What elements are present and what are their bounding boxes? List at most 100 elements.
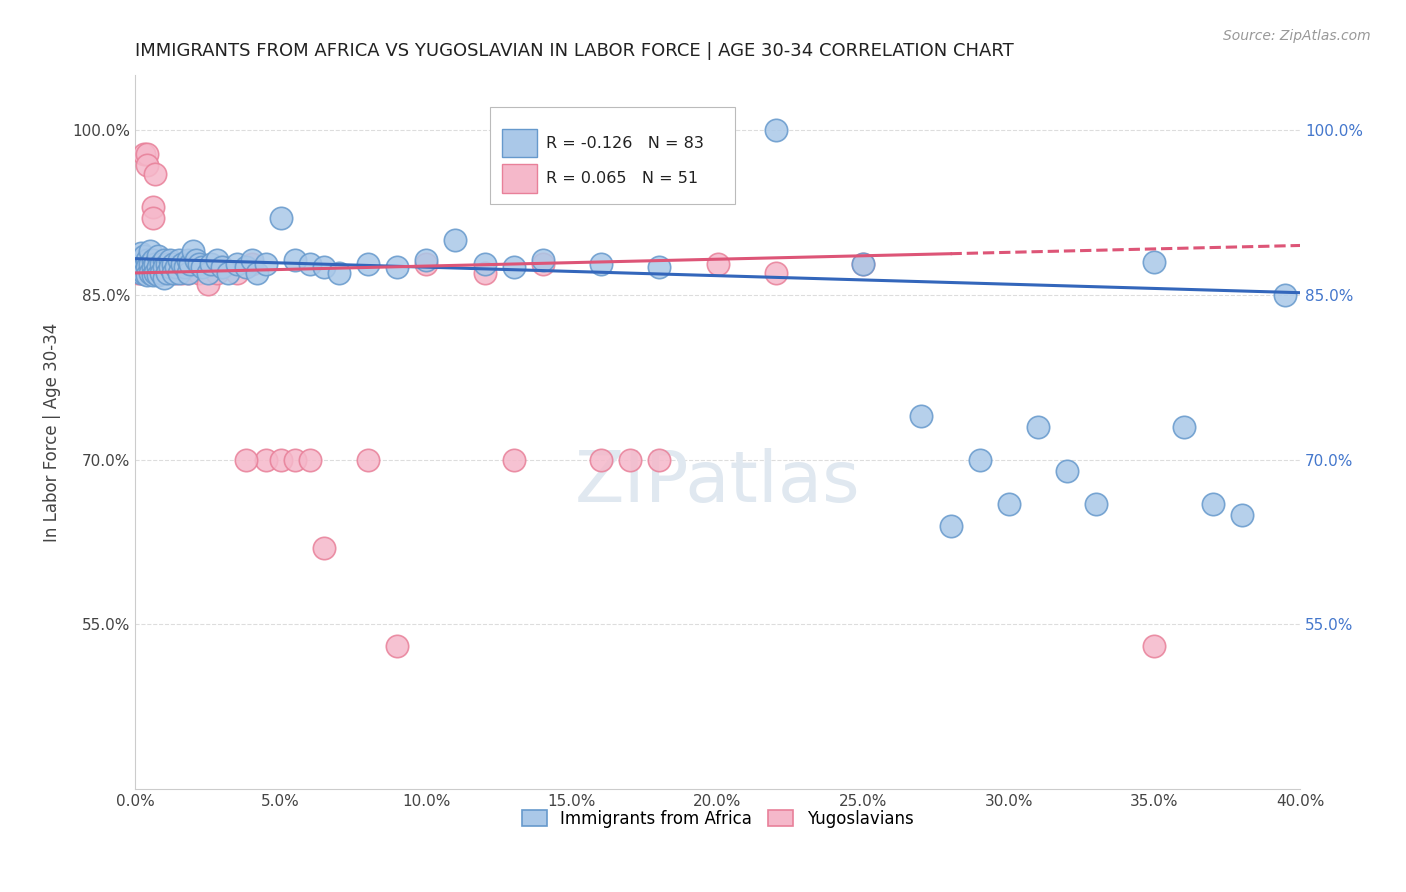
Point — [240, 252, 263, 267]
Point — [127, 257, 149, 271]
Point — [132, 250, 155, 264]
Point — [191, 260, 214, 275]
Point — [129, 266, 152, 280]
Point — [142, 252, 165, 267]
Point — [127, 266, 149, 280]
Point — [156, 266, 179, 280]
Point — [474, 257, 496, 271]
Point — [619, 452, 641, 467]
Point — [186, 252, 208, 267]
Point — [1143, 640, 1166, 654]
Point — [129, 252, 152, 267]
Point — [217, 266, 239, 280]
Point — [502, 452, 524, 467]
Point — [135, 158, 157, 172]
Point — [284, 452, 307, 467]
Point — [531, 257, 554, 271]
Point — [162, 257, 184, 271]
Point — [129, 246, 152, 260]
Point — [135, 252, 157, 267]
Point — [135, 260, 157, 275]
Point — [852, 257, 875, 271]
Point — [188, 266, 211, 280]
Point — [502, 260, 524, 275]
Point — [179, 257, 201, 271]
Text: R = -0.126   N = 83: R = -0.126 N = 83 — [547, 136, 704, 151]
Point — [240, 257, 263, 271]
Point — [162, 257, 184, 271]
Point — [328, 266, 350, 280]
Point — [706, 123, 728, 137]
Point — [254, 452, 277, 467]
Point — [176, 252, 198, 267]
Point — [254, 257, 277, 271]
Point — [648, 452, 671, 467]
Point — [145, 257, 167, 271]
Point — [142, 211, 165, 225]
Point — [357, 452, 380, 467]
Point — [145, 266, 167, 280]
Point — [474, 266, 496, 280]
Point — [969, 452, 991, 467]
Point — [183, 260, 205, 275]
Point — [197, 277, 219, 291]
FancyBboxPatch shape — [502, 128, 537, 157]
Point — [387, 640, 409, 654]
Point — [145, 167, 167, 181]
Point — [648, 260, 671, 275]
Point — [176, 266, 198, 280]
Point — [138, 257, 160, 271]
Point — [298, 452, 321, 467]
Point — [939, 518, 962, 533]
Point — [127, 255, 149, 269]
Point — [153, 252, 176, 267]
Point — [165, 266, 187, 280]
Point — [1143, 255, 1166, 269]
Point — [270, 452, 292, 467]
Point — [211, 260, 233, 275]
Point — [142, 268, 165, 282]
Point — [167, 252, 190, 267]
Point — [138, 260, 160, 275]
Point — [159, 266, 181, 280]
Point — [162, 266, 184, 280]
Point — [167, 260, 190, 275]
Point — [159, 260, 181, 275]
Point — [1173, 419, 1195, 434]
Point — [156, 257, 179, 271]
Point — [298, 257, 321, 271]
Point — [148, 260, 170, 275]
Text: IMMIGRANTS FROM AFRICA VS YUGOSLAVIAN IN LABOR FORCE | AGE 30-34 CORRELATION CHA: IMMIGRANTS FROM AFRICA VS YUGOSLAVIAN IN… — [135, 42, 1014, 60]
Point — [226, 266, 249, 280]
Point — [205, 266, 228, 280]
Point — [765, 266, 787, 280]
Point — [188, 257, 211, 271]
Point — [235, 452, 257, 467]
Point — [153, 266, 176, 280]
Point — [167, 266, 190, 280]
Point — [415, 252, 437, 267]
Point — [127, 260, 149, 275]
Point — [1201, 497, 1223, 511]
Point — [226, 257, 249, 271]
Point — [1230, 508, 1253, 522]
Point — [1056, 464, 1078, 478]
Point — [531, 252, 554, 267]
Point — [138, 244, 160, 258]
Point — [270, 211, 292, 225]
Point — [910, 409, 932, 423]
Point — [246, 266, 269, 280]
Point — [1274, 288, 1296, 302]
Point — [138, 266, 160, 280]
Point — [145, 266, 167, 280]
Point — [138, 266, 160, 280]
FancyBboxPatch shape — [491, 107, 735, 203]
Text: ZIPatlas: ZIPatlas — [575, 448, 860, 516]
Point — [148, 260, 170, 275]
Point — [156, 260, 179, 275]
Point — [150, 266, 173, 280]
Point — [387, 260, 409, 275]
Y-axis label: In Labor Force | Age 30-34: In Labor Force | Age 30-34 — [44, 323, 60, 541]
Point — [444, 233, 467, 247]
Point — [205, 252, 228, 267]
